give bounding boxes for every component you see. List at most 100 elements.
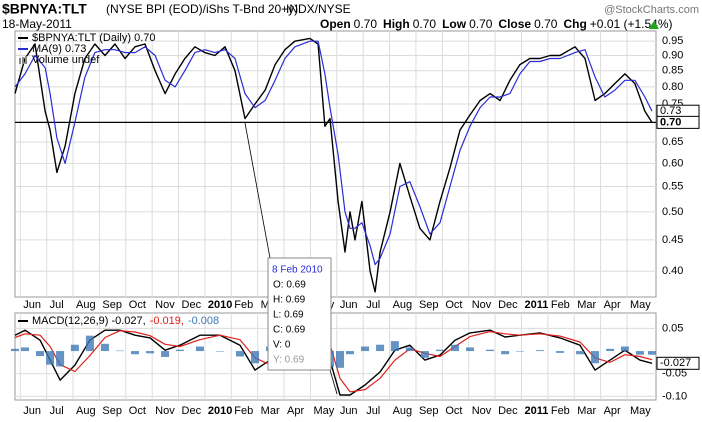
x-tick-label: Oct [129, 405, 146, 417]
x-tick-label: Sep [102, 405, 122, 417]
tooltip: 8 Feb 2010 O: 0.69 H: 0.69 L: 0.69 C: 0.… [244, 122, 338, 395]
quote: Open 0.70 High 0.70 Low 0.70 Close 0.70 Chg +0.01… [320, 17, 673, 31]
plot-area [14, 312, 657, 401]
x-tick-label: Mar [577, 299, 596, 311]
x-tick-label: Aug [393, 405, 413, 417]
value-tag-label: 0.70 [660, 116, 681, 128]
x-tick-label: Jun [23, 405, 41, 417]
tooltip-pointer [244, 122, 271, 259]
legend-swatch [22, 57, 24, 64]
x-tick-label: Dec [498, 405, 518, 417]
histogram-bar [21, 347, 30, 352]
histogram-bar [11, 348, 19, 352]
x-tick-label: Dec [498, 299, 518, 311]
tooltip-line: Y: 0.69 [273, 355, 305, 366]
x-tick-label: Nov [472, 405, 492, 417]
tooltip-line: V: 0 [273, 340, 291, 351]
date: 18-May-2011 [2, 17, 72, 31]
quote-value: 0.70 [413, 17, 437, 31]
x-tick-label: Jun [340, 299, 358, 311]
legend-label: $BPNYA:TLT (Daily) 0.70 [32, 32, 156, 44]
y-tick-label: -0.10 [662, 390, 687, 402]
x-tick-label: Jul [50, 299, 64, 311]
legend-swatch [25, 56, 27, 64]
x-tick-label: Mar [261, 405, 280, 417]
x-tick-label: Nov [155, 405, 175, 417]
x-tick-label: Dec [182, 299, 202, 311]
legend-label: MACD(12,26,9) -0.027, [32, 315, 146, 327]
histogram-bar [100, 343, 109, 352]
quote-label: Chg [563, 17, 586, 31]
histogram-bar [435, 349, 444, 352]
tooltip-line: L: 0.69 [273, 310, 304, 321]
x-tick-label: Mar [577, 405, 596, 417]
x-tick-label: May [313, 405, 334, 417]
x-tick-label: Sep [419, 405, 439, 417]
y-tick-label: -0.05 [662, 368, 687, 380]
value-tag-label: 0.73 [660, 105, 681, 117]
x-tick-label: Aug [393, 299, 413, 311]
tooltip-date: 8 Feb 2010 [272, 265, 323, 276]
histogram-bar [215, 351, 224, 352]
histogram-bar [635, 351, 644, 355]
x-tick-label: Apr [604, 299, 621, 311]
x-tick-label: Aug [76, 405, 96, 417]
legend: MACD(12,26,9) -0.027, -0.019, -0.008 [32, 315, 219, 327]
histogram-bar [535, 350, 544, 352]
histogram-bar [115, 350, 124, 352]
histogram-bar [501, 351, 510, 355]
histogram-bar [466, 347, 475, 352]
quote-label: Open [320, 17, 351, 31]
y-tick-label: 0.95 [662, 35, 683, 47]
histogram-bar [146, 351, 155, 354]
histogram-bar [36, 351, 45, 357]
value-tag [656, 356, 700, 370]
legend-swatch [19, 58, 21, 64]
histogram-bar [591, 351, 600, 364]
histogram-bar [606, 348, 615, 352]
x-tick-label: Oct [445, 299, 462, 311]
histogram-bar [486, 349, 495, 352]
y-tick-label: 0.65 [662, 136, 683, 148]
x-tick-label: Feb [234, 405, 253, 417]
x-tick-label: Feb [234, 299, 253, 311]
x-tick-label: Jun [23, 299, 41, 311]
histogram-bar [376, 344, 385, 352]
histogram-bar [405, 347, 414, 352]
tooltip-box [267, 257, 332, 371]
plot-area [14, 30, 657, 298]
x-tick-label: Jul [366, 405, 380, 417]
x-tick-label: Sep [102, 299, 122, 311]
x-tick-label: Sep [419, 299, 439, 311]
series-line [14, 40, 653, 266]
series-line [14, 37, 653, 293]
histogram-bar [251, 351, 260, 364]
histogram-bar [361, 346, 370, 352]
quote-value: 0.70 [354, 17, 378, 31]
x-tick-label: Nov [472, 299, 492, 311]
panels: JunJulAugSepOctNovDec2010FebMarAprMayJun… [11, 30, 700, 417]
x-tick-label: 2011 [524, 405, 548, 417]
tooltip-pointer [329, 369, 338, 395]
value-tag [656, 115, 700, 129]
tooltip-line: H: 0.69 [273, 295, 306, 306]
x-tick-label: Oct [445, 405, 462, 417]
histogram-bar [346, 351, 355, 355]
x-tick-label: Oct [129, 299, 146, 311]
tooltip-line: O: 0.69 [273, 280, 306, 291]
legend-label: MA(9) 0.73 [32, 43, 86, 55]
x-tick-label: 2010 [208, 405, 232, 417]
histogram-bar [70, 344, 79, 352]
histogram-bar [648, 351, 657, 355]
x-tick-label: May [630, 405, 651, 417]
y-tick-label: 0.40 [662, 265, 683, 277]
brand: @StockCharts.com [604, 4, 699, 16]
histogram-bar [576, 351, 585, 355]
histogram-bar [56, 351, 65, 367]
up-arrow [649, 21, 659, 29]
y-tick-label: 0.45 [662, 234, 683, 246]
histogram-bar [515, 351, 524, 352]
y-tick-label: 0.05 [662, 322, 683, 334]
